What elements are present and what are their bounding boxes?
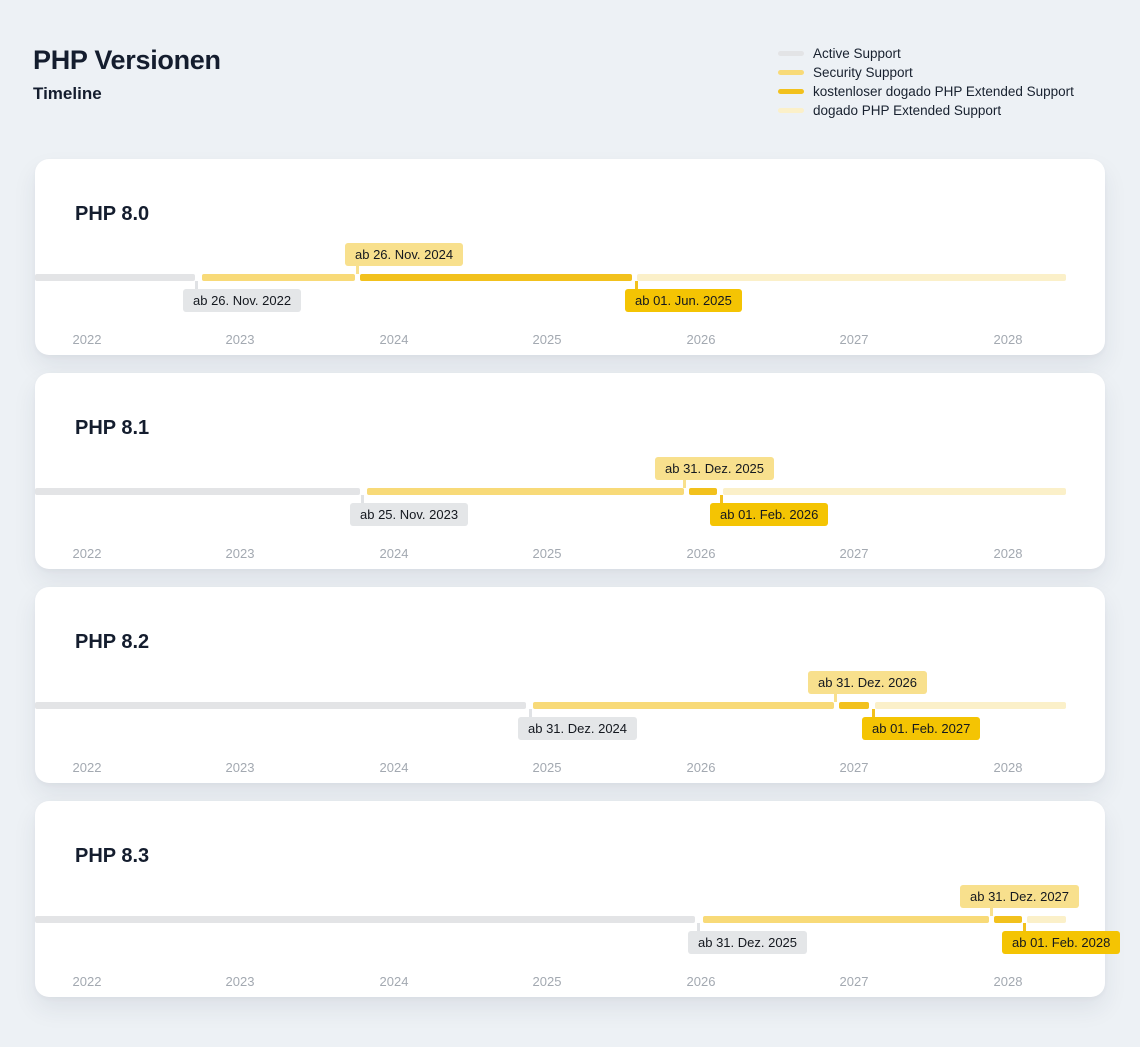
milestone-chip: ab 26. Nov. 2022 xyxy=(183,289,302,312)
milestone-stem xyxy=(872,709,875,717)
year-label: 2027 xyxy=(839,546,869,561)
milestone-chip: ab 31. Dez. 2024 xyxy=(518,717,638,740)
year-label: 2027 xyxy=(839,974,869,989)
year-label: 2028 xyxy=(993,760,1023,775)
milestone-chip: ab 26. Nov. 2024 xyxy=(345,243,464,266)
year-label: 2028 xyxy=(993,332,1023,347)
timeline-segment-security xyxy=(202,274,355,281)
extended-paid-swatch-icon xyxy=(778,108,804,113)
year-label: 2027 xyxy=(839,760,869,775)
timeline-segment-extended-free xyxy=(994,916,1022,923)
year-label: 2026 xyxy=(686,974,716,989)
legend-row: Security Support xyxy=(778,63,1074,82)
milestone-chip: ab 01. Jun. 2025 xyxy=(625,289,742,312)
year-label: 2022 xyxy=(72,760,102,775)
timeline-segment-extended-free xyxy=(839,702,869,709)
php-version-card: PHP 8.2 ab 31. Dez. 2024 ab 31. Dez. 2026 a… xyxy=(35,587,1105,783)
legend-label: kostenloser dogado PHP Extended Support xyxy=(813,84,1074,99)
page-subtitle: Timeline xyxy=(33,84,102,103)
year-label: 2026 xyxy=(686,332,716,347)
year-label: 2022 xyxy=(72,974,102,989)
year-label: 2024 xyxy=(379,760,409,775)
milestone-stem xyxy=(683,480,686,488)
milestone-stem xyxy=(529,709,532,717)
milestone-chip: ab 31. Dez. 2025 xyxy=(655,457,775,480)
milestone-stem xyxy=(834,694,837,702)
timeline-segment-extended-free xyxy=(689,488,717,495)
cards-container: PHP 8.0 ab 26. Nov. 2022 ab 26. Nov. 2024 a… xyxy=(35,159,1121,1015)
milestone-stem xyxy=(720,495,723,503)
legend-label: dogado PHP Extended Support xyxy=(813,103,1002,118)
legend-row: kostenloser dogado PHP Extended Support xyxy=(778,82,1074,101)
legend: Active Support Security Support kostenlose… xyxy=(778,44,1074,120)
milestone-stem xyxy=(697,923,700,931)
year-label: 2025 xyxy=(532,546,562,561)
milestone-chip: ab 31. Dez. 2025 xyxy=(688,931,808,954)
php-version-card: PHP 8.1 ab 25. Nov. 2023 ab 31. Dez. 2025 a… xyxy=(35,373,1105,569)
version-title: PHP 8.1 xyxy=(75,417,150,439)
extended-free-swatch-icon xyxy=(778,89,804,94)
milestone-stem xyxy=(635,281,638,289)
version-title: PHP 8.0 xyxy=(75,203,150,225)
version-title: PHP 8.2 xyxy=(75,631,150,653)
year-label: 2024 xyxy=(379,332,409,347)
year-label: 2024 xyxy=(379,974,409,989)
year-label: 2022 xyxy=(72,332,102,347)
year-label: 2028 xyxy=(993,974,1023,989)
year-label: 2025 xyxy=(532,332,562,347)
milestone-chip: ab 31. Dez. 2027 xyxy=(960,885,1080,908)
year-label: 2025 xyxy=(532,974,562,989)
timeline-segment-security xyxy=(533,702,834,709)
year-label: 2024 xyxy=(379,546,409,561)
timeline-segment-extended-free xyxy=(360,274,632,281)
security-swatch-icon xyxy=(778,70,804,75)
legend-label: Security Support xyxy=(813,65,913,80)
milestone-chip: ab 31. Dez. 2026 xyxy=(808,671,928,694)
milestone-stem xyxy=(1023,923,1026,931)
milestone-chip: ab 25. Nov. 2023 xyxy=(350,503,469,526)
timeline-segment-extended-paid xyxy=(637,274,1066,281)
year-label: 2023 xyxy=(225,974,255,989)
year-label: 2023 xyxy=(225,760,255,775)
timeline-segment-extended-paid xyxy=(875,702,1066,709)
year-label: 2023 xyxy=(225,546,255,561)
milestone-stem xyxy=(356,266,359,274)
year-label: 2025 xyxy=(532,760,562,775)
legend-label: Active Support xyxy=(813,46,901,61)
page-title: PHP Versionen xyxy=(33,45,221,75)
milestone-chip: ab 01. Feb. 2026 xyxy=(710,503,829,526)
timeline-segment-active xyxy=(35,274,195,281)
legend-row: Active Support xyxy=(778,44,1074,63)
year-label: 2027 xyxy=(839,332,869,347)
year-label: 2026 xyxy=(686,760,716,775)
year-label: 2022 xyxy=(72,546,102,561)
timeline-segment-active xyxy=(35,702,526,709)
timeline-segment-extended-paid xyxy=(1027,916,1066,923)
timeline-segment-extended-paid xyxy=(723,488,1066,495)
year-label: 2023 xyxy=(225,332,255,347)
version-title: PHP 8.3 xyxy=(75,845,150,867)
php-version-card: PHP 8.0 ab 26. Nov. 2022 ab 26. Nov. 2024 a… xyxy=(35,159,1105,355)
php-version-card: PHP 8.3 ab 31. Dez. 2025 ab 31. Dez. 2027 a… xyxy=(35,801,1121,997)
year-label: 2028 xyxy=(993,546,1023,561)
timeline-segment-active xyxy=(35,488,360,495)
timeline-segment-security xyxy=(703,916,989,923)
year-label: 2026 xyxy=(686,546,716,561)
timeline-segment-security xyxy=(367,488,684,495)
milestone-chip: ab 01. Feb. 2028 xyxy=(1002,931,1121,954)
milestone-stem xyxy=(361,495,364,503)
milestone-stem xyxy=(990,908,993,916)
active-swatch-icon xyxy=(778,51,804,56)
legend-row: dogado PHP Extended Support xyxy=(778,101,1074,120)
milestone-chip: ab 01. Feb. 2027 xyxy=(862,717,981,740)
timeline-segment-active xyxy=(35,916,695,923)
milestone-stem xyxy=(195,281,198,289)
